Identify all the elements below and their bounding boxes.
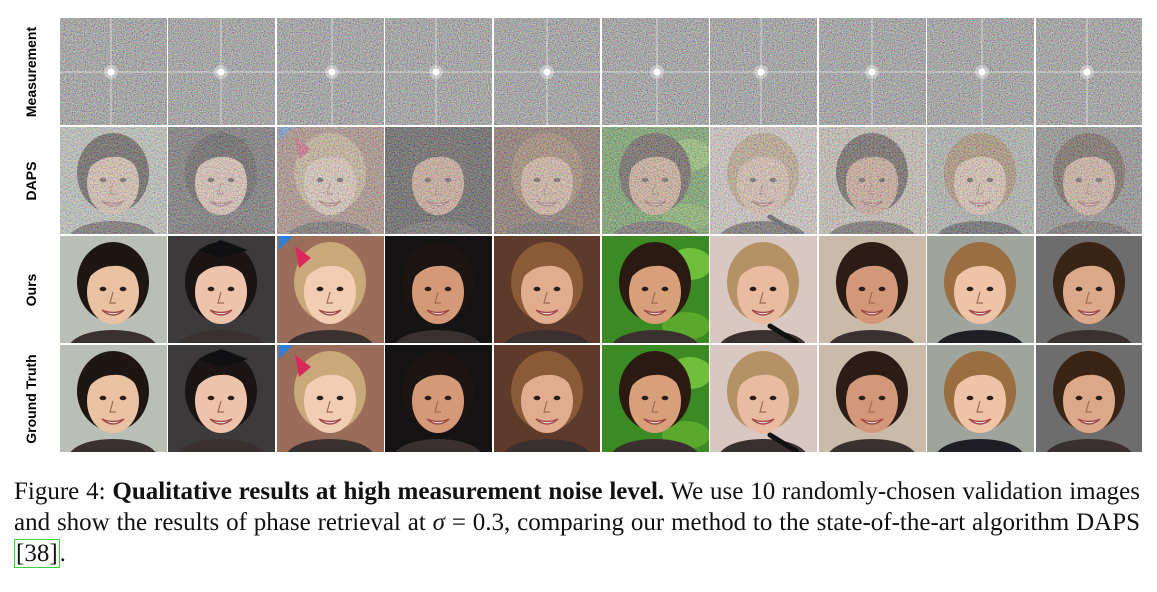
caption-text-c: . (59, 540, 66, 567)
row-label-measurement: Measurement (23, 26, 39, 118)
row-tiles (60, 18, 1144, 126)
daps-image-8 (818, 127, 926, 234)
measurement-image-6 (602, 18, 709, 125)
figure-caption: Figure 4: Qualitative results at high me… (14, 476, 1140, 569)
daps-image-1 (60, 127, 167, 234)
ours-image-10 (1035, 236, 1143, 343)
row-ours: Ours (14, 236, 1144, 344)
row-label-ground-truth: Ground Truth (23, 354, 39, 444)
gt-image-9 (927, 345, 1035, 452)
gt-image-7 (710, 345, 818, 452)
caption-text-b: = 0.3, comparing our method to the state… (444, 509, 1140, 536)
daps-image-9 (927, 127, 1035, 234)
row-ground-truth: Ground Truth (14, 345, 1144, 453)
daps-image-6 (602, 127, 709, 234)
daps-image-10 (1035, 127, 1143, 234)
row-tiles (60, 345, 1144, 453)
caption-text-a: We use 10 randomly-chosen validation ima… (14, 478, 1141, 536)
row-label-ours: Ours (23, 273, 39, 307)
ours-image-8 (818, 236, 926, 343)
gt-image-10 (1035, 345, 1143, 452)
caption-sigma: σ (432, 509, 445, 536)
ours-image-2 (168, 236, 276, 343)
daps-image-5 (493, 127, 601, 234)
ours-image-5 (493, 236, 601, 343)
measurement-image-10 (1035, 18, 1143, 125)
gt-image-3 (276, 345, 384, 452)
ours-image-1 (60, 236, 167, 343)
row-tiles (60, 127, 1144, 235)
daps-image-4 (385, 127, 493, 234)
ours-image-3 (276, 236, 384, 343)
gt-image-4 (385, 345, 493, 452)
gt-image-5 (493, 345, 601, 452)
citation-link[interactable]: [38] (14, 539, 60, 568)
caption-prefix: Figure 4: (14, 478, 113, 505)
measurement-image-7 (710, 18, 818, 125)
measurement-image-1 (60, 18, 167, 125)
gt-image-2 (168, 345, 276, 452)
caption-bold-title: Qualitative results at high measurement … (112, 478, 665, 505)
daps-image-3 (276, 127, 384, 234)
measurement-image-5 (493, 18, 601, 125)
figure-grid: Measurement DAPS Ours Ground Truth (14, 18, 1144, 454)
gt-image-6 (602, 345, 709, 452)
daps-image-7 (710, 127, 818, 234)
measurement-image-2 (168, 18, 276, 125)
row-tiles (60, 236, 1144, 344)
measurement-image-8 (818, 18, 926, 125)
gt-image-1 (60, 345, 167, 452)
row-label-daps: DAPS (23, 161, 39, 201)
row-measurement: Measurement (14, 18, 1144, 126)
ours-image-4 (385, 236, 493, 343)
ours-image-7 (710, 236, 818, 343)
row-daps: DAPS (14, 127, 1144, 235)
measurement-image-9 (927, 18, 1035, 125)
measurement-image-4 (385, 18, 493, 125)
gt-image-8 (818, 345, 926, 452)
ours-image-6 (602, 236, 709, 343)
measurement-image-3 (276, 18, 384, 125)
daps-image-2 (168, 127, 276, 234)
ours-image-9 (927, 236, 1035, 343)
